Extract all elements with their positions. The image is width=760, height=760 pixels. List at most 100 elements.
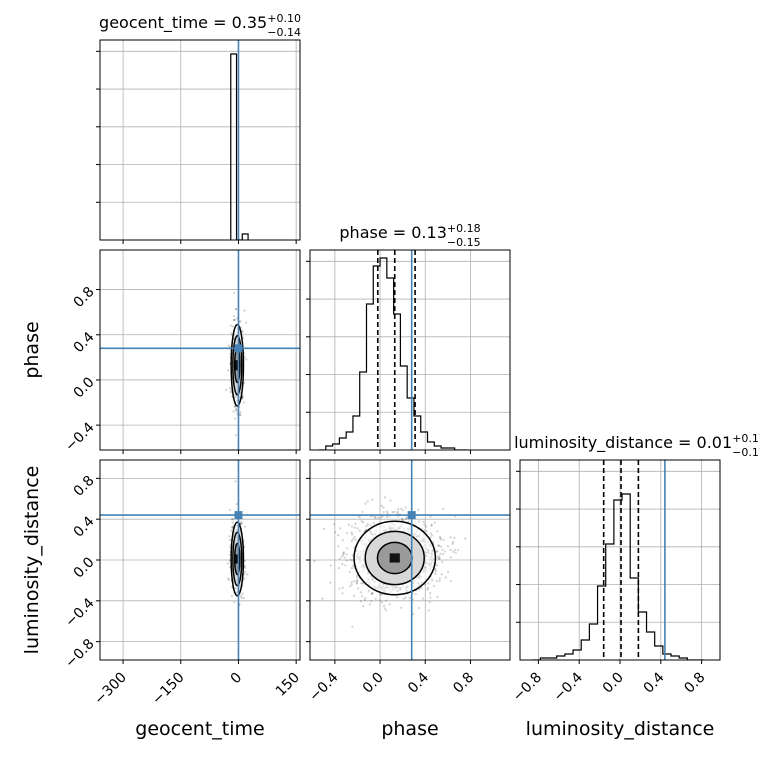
scatter-point (417, 588, 421, 591)
x-tick-label: −300 (91, 670, 130, 709)
scatter-point (427, 609, 430, 612)
scatter-point (233, 319, 236, 322)
scatter-panel-phase-luminosity_distance (306, 459, 511, 664)
scatter-point (243, 565, 246, 568)
scatter-point (424, 525, 428, 528)
scatter-point (429, 515, 432, 518)
scatter-point (436, 550, 439, 553)
scatter-point (350, 531, 353, 534)
truth-marker (234, 511, 243, 520)
title-minus: −0.15 (447, 236, 481, 249)
scatter-point (241, 592, 244, 595)
scatter-point (433, 584, 436, 588)
scatter-point (405, 516, 408, 519)
scatter-point (339, 527, 342, 530)
scatter-point (449, 536, 452, 539)
title-main: geocent_time = 0.35 (99, 13, 267, 33)
scatter-point (389, 499, 392, 502)
scatter-point (338, 587, 341, 590)
scatter-point (231, 521, 234, 524)
scatter-point (350, 583, 353, 586)
scatter-point (453, 536, 456, 540)
scatter-point (321, 597, 324, 600)
scatter-point (454, 551, 457, 554)
scatter-point (386, 512, 389, 515)
x-tick-label: −0.4 (551, 669, 586, 704)
scatter-point (414, 593, 417, 596)
scatter-point (452, 550, 455, 554)
grid-lines (310, 460, 510, 660)
scatter-point (437, 544, 440, 547)
contour-mid (232, 335, 243, 396)
x-tick-label: 0.8 (450, 670, 477, 697)
scatter-point (336, 534, 340, 537)
scatter-point (343, 556, 346, 559)
scatter-point (225, 388, 228, 391)
scatter-point (430, 523, 433, 527)
scatter-point (370, 600, 373, 603)
scatter-point (364, 597, 367, 600)
scatter-point (337, 567, 340, 570)
scatter-point (353, 594, 356, 597)
scatter-point (441, 560, 444, 564)
scatter-point (380, 516, 383, 519)
scatter-point (363, 598, 366, 602)
scatter-point (239, 522, 242, 525)
scatter-point (358, 516, 361, 519)
x-axis-label-geocent_time: geocent_time (135, 718, 264, 740)
histogram-line (532, 493, 704, 660)
scatter-point (341, 563, 344, 566)
scatter-point (359, 600, 362, 603)
scatter-point (382, 510, 385, 514)
panel-border (99, 39, 301, 241)
scatter-point (404, 596, 407, 599)
scatter-point (361, 595, 364, 598)
scatter-point (329, 581, 332, 584)
scatter-point (438, 555, 441, 558)
scatter-point (243, 573, 246, 576)
scatter-point (329, 564, 332, 567)
scatter-point (391, 510, 394, 514)
scatter-point (408, 596, 411, 599)
y-axis-label-phase: phase (21, 321, 43, 378)
scatter-point (242, 597, 245, 600)
scatter-point (357, 587, 360, 590)
scatter-point (232, 410, 235, 413)
scatter-panel-geocent_time-phase (96, 249, 301, 454)
y-tick-label: −0.4 (62, 419, 97, 454)
scatter-point (361, 510, 364, 513)
scatter-point (423, 523, 426, 526)
scatter-point (401, 517, 404, 521)
scatter-point (430, 524, 433, 527)
scatter-point (243, 525, 247, 528)
scatter-point (227, 577, 230, 580)
scatter-point (235, 407, 238, 410)
scatter-point (426, 588, 429, 591)
scatter-point (382, 506, 385, 509)
scatter-point (431, 579, 434, 582)
scatter-point (374, 516, 377, 519)
scatter-point (241, 329, 244, 333)
panel-title-text: phase = 0.13+0.18 (339, 222, 480, 242)
density-plot (100, 250, 300, 450)
scatter-point (429, 532, 432, 535)
scatter-point (434, 572, 437, 575)
x-tick-label: 0 (228, 670, 246, 688)
scatter-point (322, 527, 325, 531)
scatter-point (436, 564, 439, 567)
scatter-point (422, 520, 425, 524)
scatter-point (245, 358, 248, 361)
scatter-point (436, 555, 439, 558)
panel-title: luminosity_distance = 0.01+0.17 (514, 432, 760, 453)
scatter-point (438, 579, 441, 583)
scatter-point (342, 553, 345, 556)
scatter-point (227, 578, 230, 582)
scatter-point (449, 556, 452, 559)
scatter-point (241, 522, 244, 525)
scatter-point (342, 552, 345, 555)
contour-inner (233, 542, 241, 576)
scatter-point (228, 387, 231, 390)
panel-border (99, 249, 301, 451)
scatter-point (340, 555, 344, 558)
title-minus: −0.17 (732, 446, 760, 459)
